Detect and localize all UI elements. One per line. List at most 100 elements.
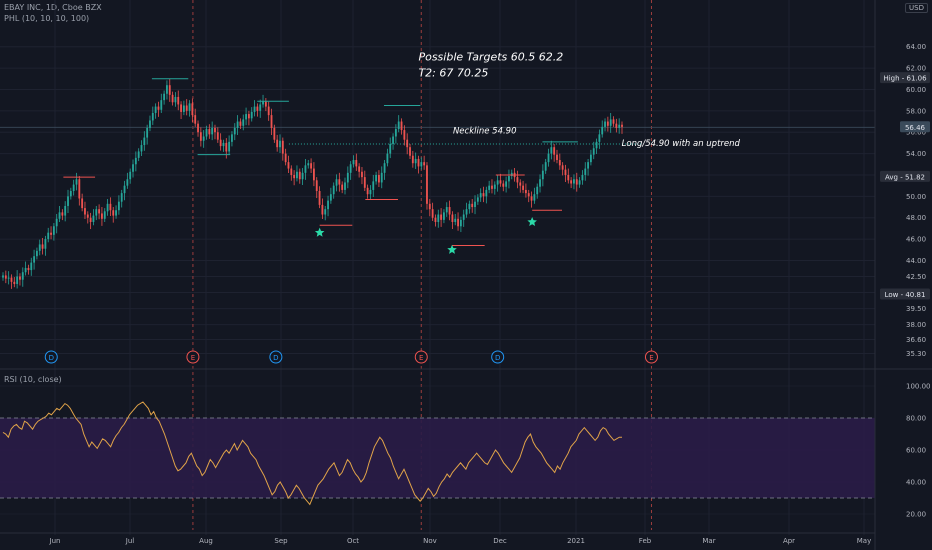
candle-body <box>69 191 72 197</box>
candle <box>519 179 522 193</box>
candle-body <box>182 105 185 112</box>
candle-body <box>72 184 75 191</box>
rsi-line <box>2 401 622 506</box>
candle-body <box>264 101 267 107</box>
candle <box>75 172 78 191</box>
candle <box>279 134 281 153</box>
price-label-text: Avg - 51.82 <box>885 173 925 181</box>
candle-body <box>318 191 321 205</box>
candle <box>304 158 307 180</box>
candle <box>561 162 564 176</box>
candle <box>41 238 44 255</box>
candle-body <box>352 160 355 165</box>
candle-body <box>98 209 101 214</box>
rsi-tick-label: 80.00 <box>906 415 926 423</box>
candle-body <box>129 171 132 180</box>
event-marker-letter: D <box>49 354 54 362</box>
candle <box>123 180 126 201</box>
candle-body <box>324 209 327 215</box>
event-marker-circle <box>491 350 505 364</box>
candle <box>208 124 211 139</box>
currency-button[interactable]: USD <box>905 3 928 13</box>
candle <box>92 209 95 226</box>
candle-body <box>553 147 556 155</box>
candle <box>30 257 33 276</box>
star-marker <box>447 244 457 254</box>
candle <box>589 149 592 166</box>
event-marker-circle <box>644 350 658 364</box>
candle <box>194 108 197 127</box>
x-tick-label: May <box>857 537 871 545</box>
annotations: Possible Targets 60.5 62.2 T2: 67 70.25 Ne… <box>44 51 741 364</box>
candle <box>273 124 276 143</box>
candle <box>491 179 493 194</box>
candle-body <box>284 153 287 163</box>
candle-body <box>171 94 174 103</box>
candle <box>318 186 321 209</box>
candle-body <box>431 209 434 218</box>
candle-body <box>493 184 496 189</box>
candle-body <box>205 129 208 137</box>
candle-body <box>103 211 106 219</box>
candle-body <box>363 177 366 188</box>
candle <box>355 153 358 171</box>
x-tick-label: 2021 <box>567 537 585 545</box>
candle-body <box>621 124 623 127</box>
event-marker-circle <box>44 350 58 364</box>
candle <box>524 183 527 198</box>
candle <box>411 150 414 168</box>
candle <box>55 213 58 234</box>
candle-body <box>134 157 137 165</box>
candle <box>129 168 132 184</box>
candle <box>426 162 428 210</box>
candle-body <box>615 123 618 128</box>
rsi-tick-label: 100.00 <box>906 383 931 391</box>
candle <box>454 213 457 226</box>
candle-body <box>123 185 126 194</box>
candle-body <box>338 179 341 185</box>
earnings-marker: E <box>186 350 200 364</box>
candle <box>140 140 143 156</box>
candle <box>247 110 250 126</box>
candle-body <box>423 162 426 166</box>
candle <box>132 159 134 178</box>
candle <box>154 103 157 119</box>
candle <box>182 100 185 116</box>
candle <box>27 264 30 275</box>
candle <box>69 187 72 200</box>
candle <box>341 181 344 194</box>
price-tick-label: 38.00 <box>906 321 926 329</box>
candle <box>457 212 459 231</box>
price-tick-label: 42.50 <box>906 273 926 281</box>
candle <box>47 227 50 243</box>
candle <box>378 170 380 187</box>
candle <box>307 160 310 169</box>
candle <box>44 235 47 256</box>
price-tick-label: 44.00 <box>906 257 926 265</box>
candle-body <box>239 121 242 126</box>
candle-body <box>197 123 199 133</box>
price-tick-label: 39.50 <box>906 305 926 313</box>
candle <box>451 211 454 230</box>
candle-body <box>27 267 30 271</box>
candle-body <box>417 158 420 167</box>
candle-body <box>547 153 550 163</box>
candle-body <box>228 141 231 152</box>
candle-body <box>109 203 112 211</box>
candle <box>315 177 318 199</box>
candle <box>383 160 386 180</box>
rsi-tick-label: 20.00 <box>906 511 926 519</box>
candle-body <box>188 103 191 111</box>
candle-body <box>536 186 539 195</box>
price-tick-label: 54.00 <box>906 150 926 158</box>
candle-body <box>476 197 479 202</box>
candle-body <box>38 244 41 251</box>
candle <box>329 187 332 204</box>
candle-body <box>355 160 358 167</box>
event-marker-letter: E <box>419 354 423 362</box>
candle <box>166 80 168 100</box>
candle <box>86 211 89 224</box>
candle <box>335 174 338 192</box>
candle <box>211 121 214 141</box>
candle-body <box>10 277 13 282</box>
